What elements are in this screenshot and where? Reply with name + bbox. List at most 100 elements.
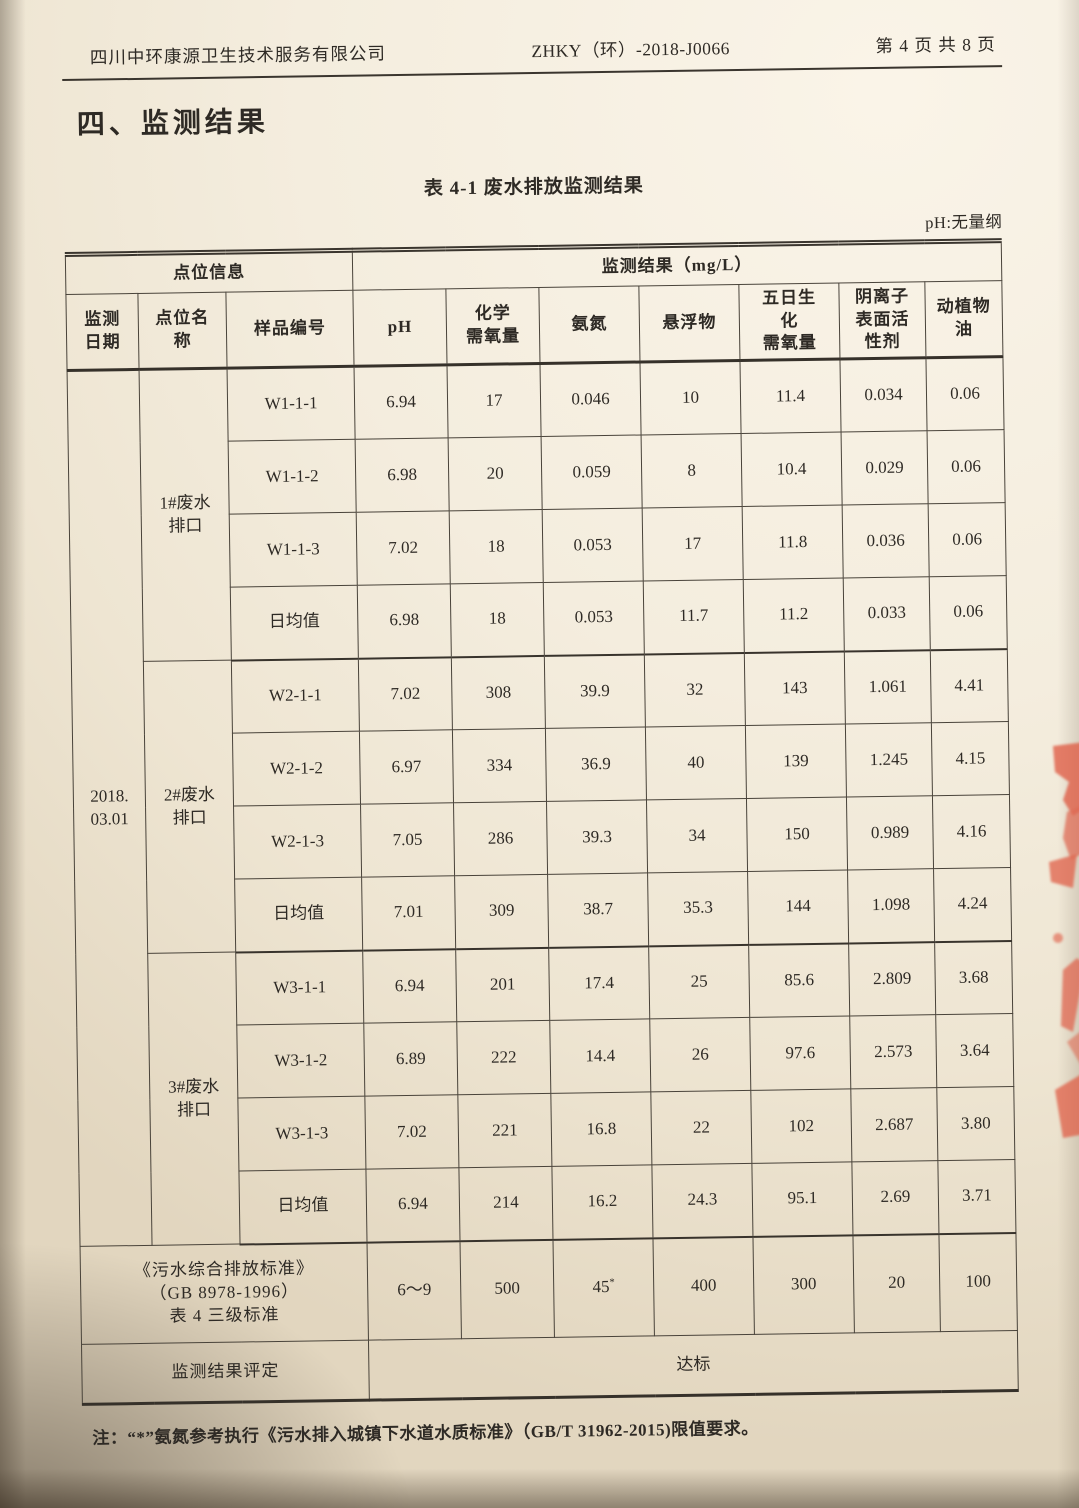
col-header-sample: 样品编号 — [225, 290, 355, 369]
value-cell: 2.573 — [849, 1014, 937, 1089]
value-cell: 0.059 — [541, 434, 643, 510]
footnote: 注：“*”氨氮参考执行《污水排入城镇下水道水质标准》（GB/T 31962-20… — [92, 1418, 759, 1448]
sample-cell: W2-1-2 — [232, 731, 361, 807]
value-cell: 24.3 — [651, 1163, 753, 1238]
document-sheet: 四川中环康源卫生技术服务有限公司 ZHKY（环）-2018-J0066 第 4 … — [61, 31, 1023, 1449]
standard-value-cell: 100 — [938, 1232, 1018, 1332]
standard-value-cell: 20 — [852, 1233, 941, 1333]
value-cell: 17 — [447, 363, 542, 438]
value-cell: 1.245 — [845, 722, 933, 797]
group-header-point-info: 点位信息 — [65, 250, 353, 295]
col-header-date: 监测 日期 — [65, 293, 140, 371]
value-cell: 0.06 — [925, 356, 1005, 431]
value-cell: 6.98 — [355, 437, 450, 513]
value-cell: 143 — [744, 650, 846, 726]
doc-number: ZHKY（环）-2018-J0066 — [531, 38, 731, 62]
standard-limits-row: 《污水综合排放标准》 （GB 8978-1996） 表 4 三级标准 6～9 5… — [80, 1232, 1018, 1345]
site-cell: 2#废水 排口 — [143, 660, 236, 954]
col-header-site: 点位名 称 — [137, 292, 228, 370]
value-cell: 38.7 — [547, 872, 649, 948]
value-cell: 32 — [644, 652, 746, 727]
value-cell: 39.3 — [546, 799, 648, 875]
value-cell: 150 — [746, 796, 848, 872]
value-cell: 1.061 — [844, 649, 932, 724]
standard-value-cell: 500 — [460, 1239, 555, 1339]
value-cell: 0.06 — [928, 502, 1007, 577]
value-cell: 6.89 — [363, 1021, 458, 1097]
value-cell: 11.8 — [742, 505, 844, 580]
value-cell: 0.036 — [842, 503, 930, 578]
value-cell: 85.6 — [748, 942, 850, 1018]
value-cell: 0.046 — [540, 361, 642, 437]
col-header-bod5: 五日生 化 需氧量 — [738, 283, 840, 361]
value-cell: 17 — [642, 506, 744, 581]
table-title: 表 4-1 废水排放监测结果 — [423, 175, 644, 200]
doc-header: 四川中环康源卫生技术服务有限公司 ZHKY（环）-2018-J0066 第 4 … — [61, 31, 1003, 82]
value-cell: 4.16 — [932, 794, 1011, 869]
col-header-oil: 动植物 油 — [924, 280, 1003, 358]
value-cell: 26 — [649, 1017, 751, 1092]
col-header-ph: pH — [352, 288, 448, 367]
value-cell: 0.033 — [843, 576, 931, 651]
value-cell: 3.80 — [936, 1086, 1015, 1161]
value-cell: 0.06 — [927, 429, 1006, 504]
value-cell: 0.053 — [543, 580, 645, 656]
value-cell: 22 — [650, 1090, 752, 1165]
value-cell: 102 — [750, 1088, 852, 1164]
value-cell: 334 — [452, 728, 547, 803]
value-cell: 17.4 — [548, 945, 650, 1021]
value-cell: 4.15 — [931, 721, 1010, 796]
value-cell: 2.809 — [848, 941, 936, 1016]
sample-cell: W2-1-1 — [231, 658, 360, 734]
value-cell: 20 — [448, 436, 543, 511]
value-cell: 6.94 — [362, 948, 457, 1024]
value-cell: 309 — [454, 874, 549, 949]
value-cell: 0.989 — [846, 795, 934, 870]
sample-cell: W1-1-3 — [229, 512, 358, 588]
footnote-marker: * — [609, 1277, 615, 1289]
value-cell: 39.9 — [544, 653, 646, 729]
evaluation-row: 监测结果评定 达标 — [81, 1330, 1019, 1405]
value-cell: 4.41 — [930, 648, 1009, 723]
standard-label-cell: 《污水综合排放标准》 （GB 8978-1996） 表 4 三级标准 — [80, 1242, 369, 1345]
value-cell: 6.94 — [365, 1167, 461, 1243]
sample-cell: W3-1-3 — [237, 1096, 366, 1172]
sample-cell: W3-1-2 — [236, 1023, 365, 1099]
value-cell: 221 — [457, 1093, 552, 1168]
value-cell: 7.05 — [360, 802, 455, 878]
red-stamp-fragment — [1049, 742, 1079, 1138]
table-column-headers: 监测 日期 点位名 称 样品编号 pH 化学 需氧量 氨氮 悬浮物 五日生 化 … — [65, 280, 1003, 371]
value-cell: 286 — [453, 801, 548, 876]
standard-value-cell: 6～9 — [367, 1240, 462, 1341]
value-cell: 35.3 — [647, 871, 749, 946]
sample-cell: 日均值 — [234, 877, 363, 953]
section-title: 四、监测结果 — [76, 106, 270, 141]
value-cell: 14.4 — [549, 1018, 651, 1094]
value-cell: 1.098 — [847, 868, 935, 943]
value-cell: 34 — [646, 798, 748, 873]
table-row: 2#废水 排口 W2-1-1 7.02 308 39.9 32 143 1.06… — [71, 648, 1009, 954]
value-cell: 36.9 — [545, 726, 647, 802]
page-indicator: 第 4 页 共 8 页 — [875, 34, 996, 56]
value-cell: 3.68 — [934, 940, 1013, 1015]
value-cell: 0.053 — [542, 507, 644, 583]
sample-cell: 日均值 — [238, 1169, 368, 1245]
value-cell: 8 — [641, 433, 743, 508]
value-cell: 144 — [747, 869, 849, 945]
value-cell: 11.2 — [743, 577, 845, 653]
value-cell: 0.034 — [839, 357, 928, 433]
value-cell: 10.4 — [741, 432, 843, 507]
value-cell: 308 — [451, 655, 546, 730]
value-cell: 0.029 — [841, 430, 929, 506]
value-cell: 6.98 — [357, 583, 452, 659]
table-row: 3#废水 排口 W3-1-1 6.94 201 17.4 25 85.6 2.8… — [76, 940, 1013, 1246]
col-header-las: 阴离子 表面活 性剂 — [838, 281, 926, 360]
value-cell: 4.24 — [933, 867, 1012, 942]
value-cell: 11.7 — [643, 579, 745, 654]
value-cell: 6.94 — [354, 364, 449, 440]
value-cell: 2.69 — [851, 1160, 939, 1235]
value-cell: 95.1 — [751, 1161, 853, 1237]
standard-value-cell: 300 — [752, 1234, 855, 1335]
value-cell: 3.71 — [937, 1159, 1016, 1234]
